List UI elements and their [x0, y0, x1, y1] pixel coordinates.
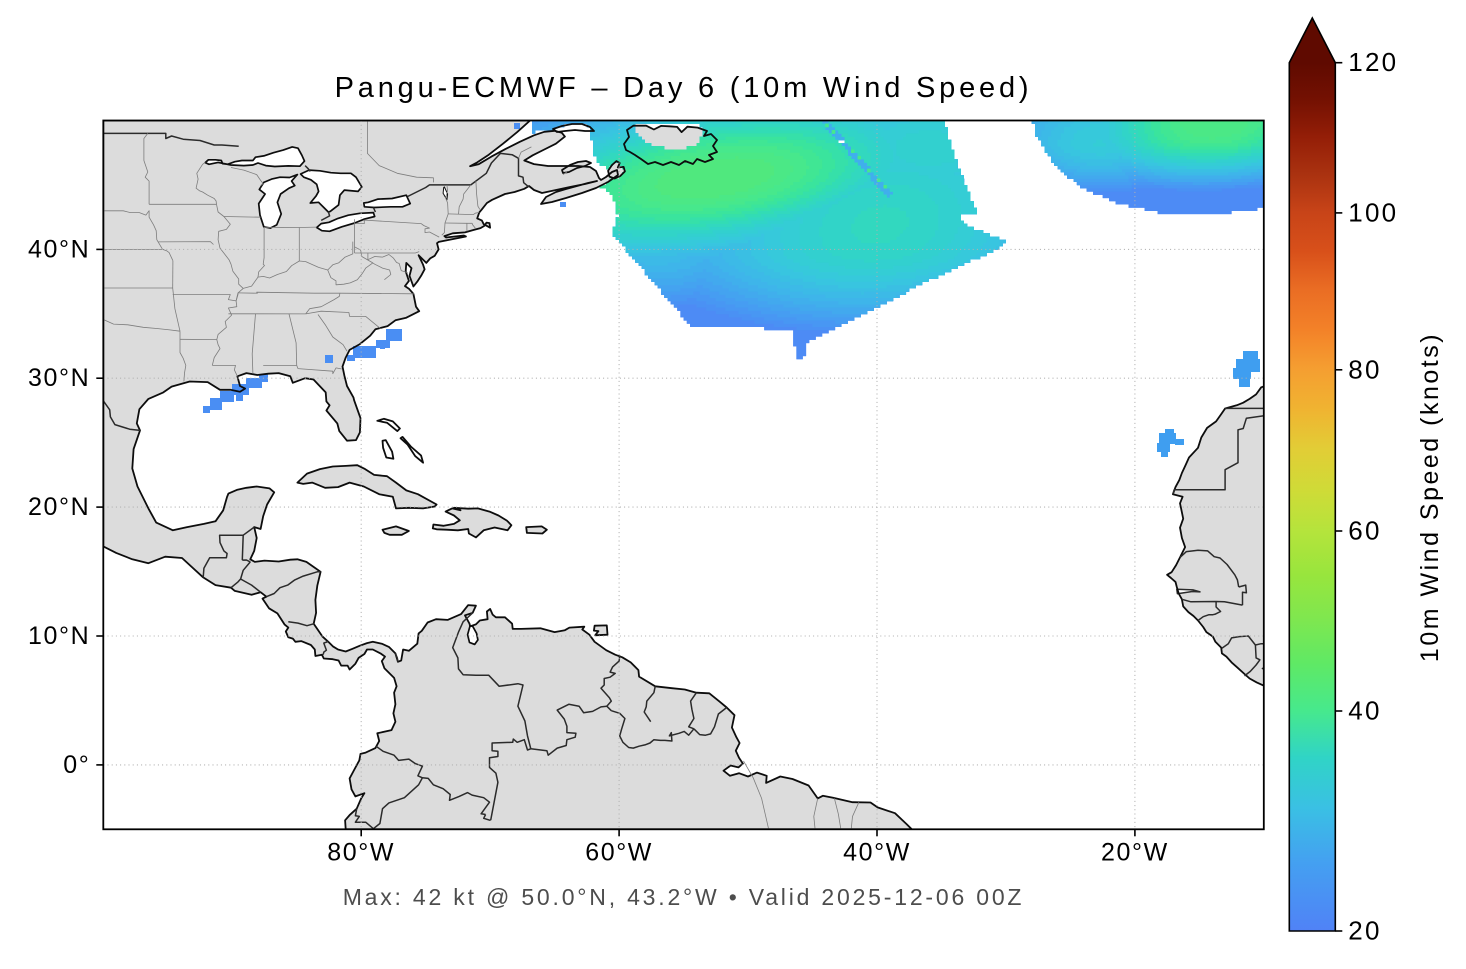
- svg-text:60: 60: [1348, 516, 1381, 546]
- svg-text:20: 20: [1348, 916, 1381, 946]
- svg-text:80°W: 80°W: [327, 838, 395, 866]
- svg-text:30°N: 30°N: [28, 364, 90, 392]
- svg-text:120: 120: [1348, 47, 1398, 77]
- svg-text:40: 40: [1348, 696, 1381, 726]
- svg-text:10°N: 10°N: [28, 622, 90, 650]
- svg-text:Pangu-ECMWF – Day 6 (10m Wind: Pangu-ECMWF – Day 6 (10m Wind Speed): [335, 72, 1033, 104]
- svg-text:10m Wind Speed (knots): 10m Wind Speed (knots): [1416, 332, 1444, 662]
- svg-text:Max: 42 kt @ 50.0°N, 43.2°W •: Max: 42 kt @ 50.0°N, 43.2°W • Valid 2025…: [343, 884, 1025, 910]
- svg-text:100: 100: [1348, 197, 1398, 227]
- svg-text:60°W: 60°W: [585, 838, 653, 866]
- svg-text:20°N: 20°N: [28, 493, 90, 521]
- svg-text:20°W: 20°W: [1101, 838, 1169, 866]
- svg-text:80: 80: [1348, 354, 1381, 384]
- svg-text:40°N: 40°N: [28, 235, 90, 263]
- svg-text:40°W: 40°W: [843, 838, 911, 866]
- svg-text:0°: 0°: [63, 751, 90, 779]
